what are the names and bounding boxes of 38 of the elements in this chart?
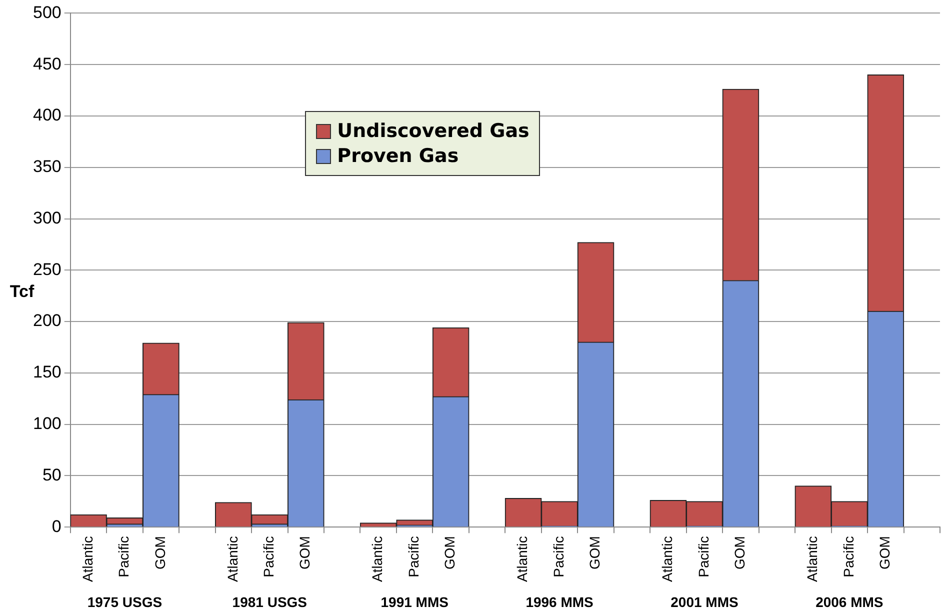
text: 1975 USGS [87, 594, 162, 610]
x-tick-label: Pacific [405, 536, 422, 578]
text: 1996 MMS [526, 594, 594, 610]
x-tick-label: Pacific [695, 536, 712, 578]
y-tick-label: 350 [32, 157, 62, 176]
x-tick-label: Pacific [840, 536, 856, 578]
x-tick-label: Pacific [260, 536, 277, 578]
x-tick-label: GOM [152, 536, 168, 570]
x-tick-label: Atlantic [79, 536, 96, 582]
x-tick-label: Atlantic [369, 536, 386, 582]
y-tick-label: 250 [32, 260, 62, 279]
y-tick-label: 150 [32, 362, 62, 382]
text: 2006 MMS [816, 594, 884, 610]
legend-label: Undiscovered Gas [337, 120, 530, 142]
text: 2001 MMS [670, 594, 738, 610]
x-tick-label: GOM [732, 536, 748, 570]
x-tick-label: Pacific [550, 536, 566, 578]
y-tick-label: 500 [32, 2, 62, 22]
legend-label: Proven Gas [337, 145, 459, 168]
x-tick-label: Pacific [116, 536, 132, 578]
y-tick-label: 450 [32, 54, 62, 74]
x-tick-label: Atlantic [224, 536, 240, 582]
text: 1981 USGS [232, 594, 308, 610]
x-tick-label: Atlantic [659, 536, 676, 582]
y-tick-label: 50 [42, 465, 62, 484]
y-tick-label: 100 [32, 414, 62, 433]
x-tick-label: GOM [586, 536, 603, 570]
x-tick-label: GOM [442, 536, 458, 570]
text: 1991 MMS [380, 594, 448, 610]
x-tick-label: Atlantic [804, 536, 820, 582]
y-tick-label: 400 [32, 106, 62, 125]
y-tick-label: 300 [32, 208, 62, 228]
y-axis-title: Tcf [10, 282, 34, 301]
y-tick-label: 200 [32, 311, 62, 330]
x-tick-label: GOM [296, 536, 313, 570]
x-tick-label: Atlantic [514, 536, 530, 582]
x-tick-label: GOM [876, 536, 893, 570]
y-tick-label: 0 [52, 516, 62, 536]
